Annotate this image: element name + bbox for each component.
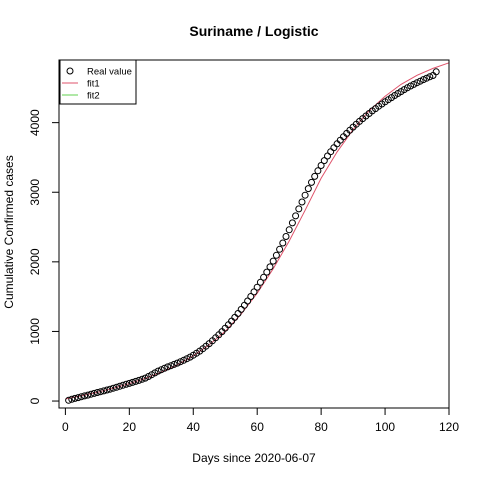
data-point <box>125 379 133 387</box>
data-point <box>87 390 95 398</box>
data-point <box>65 396 73 404</box>
data-point <box>71 394 79 402</box>
data-point <box>109 384 117 392</box>
chart-title: Suriname / Logistic <box>189 23 318 39</box>
data-point <box>288 219 296 227</box>
data-point <box>164 363 172 371</box>
x-tick-label: 0 <box>62 420 69 434</box>
y-tick-label: 0 <box>28 397 42 404</box>
y-tick-label: 2000 <box>28 248 42 275</box>
x-axis: 0 20 40 60 80 100 120 <box>62 407 459 434</box>
data-point <box>285 226 293 234</box>
legend-label-fit1: fit1 <box>87 79 100 90</box>
data-point <box>423 74 431 82</box>
data-point <box>266 263 274 271</box>
y-tick-label: 4000 <box>28 109 42 136</box>
y-tick-label: 1000 <box>28 318 42 345</box>
data-point <box>269 257 277 265</box>
x-axis-label: Days since 2020-06-07 <box>192 451 316 465</box>
data-point <box>84 391 92 399</box>
data-point <box>314 167 322 175</box>
x-tick-label: 80 <box>314 420 328 434</box>
data-point <box>432 68 440 76</box>
y-axis-label: Cumulative Confirmed cases <box>2 155 16 308</box>
legend: Real value fit1 fit2 <box>59 59 137 105</box>
data-point <box>138 375 146 383</box>
y-tick-label: 3000 <box>28 179 42 206</box>
data-point <box>154 367 162 375</box>
data-point <box>113 383 120 391</box>
data-point <box>301 191 309 199</box>
data-point <box>135 376 143 384</box>
data-point <box>256 278 264 286</box>
data-point <box>244 297 252 305</box>
data-point <box>295 205 303 213</box>
legend-label-real-value: Real value <box>87 67 132 78</box>
legend-marker-real-value <box>66 67 74 75</box>
data-point <box>132 377 140 385</box>
data-point <box>122 380 130 388</box>
data-point <box>116 382 124 390</box>
data-point <box>413 79 421 87</box>
data-point <box>74 394 82 402</box>
y-axis: 0 1000 2000 3000 4000 <box>28 109 60 404</box>
legend-box <box>59 59 137 105</box>
data-point <box>119 381 127 389</box>
data-point <box>167 362 175 370</box>
data-point <box>253 283 261 291</box>
data-point <box>81 392 89 400</box>
x-tick-label: 100 <box>375 420 395 434</box>
x-tick-label: 120 <box>439 420 459 434</box>
data-point <box>90 389 98 397</box>
data-point <box>292 212 300 220</box>
data-point <box>247 293 255 300</box>
data-point <box>157 366 165 374</box>
data-point <box>177 358 184 366</box>
data-point <box>276 245 284 253</box>
data-point <box>263 268 271 276</box>
data-point <box>250 288 258 296</box>
data-point <box>308 178 315 186</box>
x-tick-label: 60 <box>251 420 265 434</box>
x-tick-label: 40 <box>187 420 201 434</box>
legend-label-fit2: fit2 <box>87 91 100 102</box>
data-point <box>93 389 101 396</box>
data-point <box>311 172 319 180</box>
data-point <box>320 157 328 165</box>
x-tick-label: 20 <box>123 420 137 434</box>
data-point <box>304 185 312 193</box>
data-point <box>173 359 181 367</box>
data-point <box>298 198 306 206</box>
data-point <box>103 386 111 394</box>
data-point <box>282 233 290 240</box>
data-point <box>317 162 325 169</box>
data-point <box>129 378 136 386</box>
data-point <box>170 360 178 368</box>
data-point <box>272 251 280 259</box>
data-point <box>106 385 114 393</box>
data-point <box>161 364 168 372</box>
data-point <box>68 395 76 403</box>
data-point <box>279 239 287 247</box>
data-point <box>419 76 427 84</box>
data-point <box>97 388 105 396</box>
plot-area <box>65 62 450 404</box>
data-point <box>260 273 268 281</box>
data-point <box>77 393 85 401</box>
data-point <box>100 387 108 395</box>
data-point <box>426 73 434 81</box>
